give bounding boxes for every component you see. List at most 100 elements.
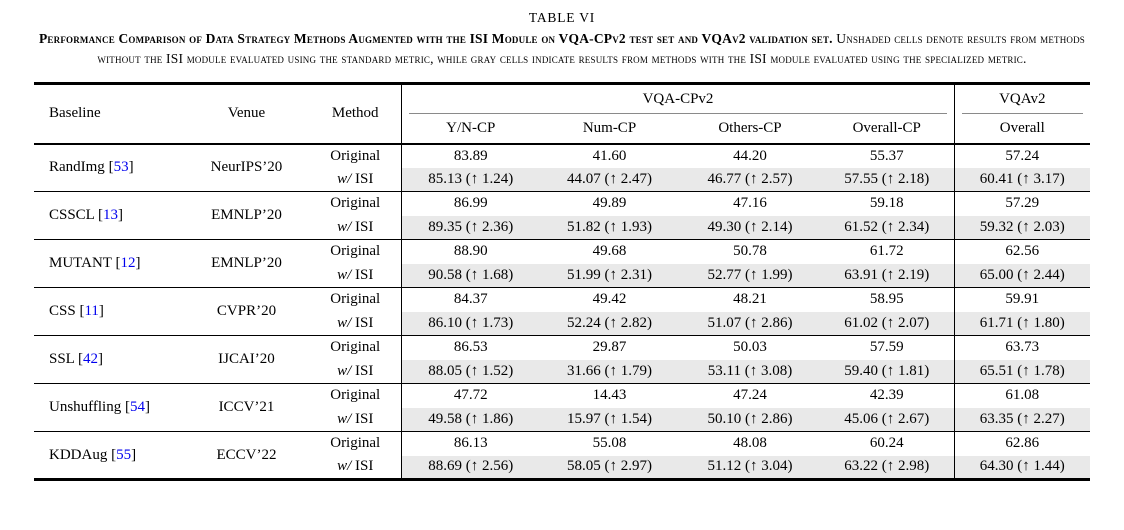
table-row-isi: w/ ISI 86.10 (↑ 1.73) 52.24 (↑ 2.82) 51.… <box>34 311 1091 336</box>
table-row-isi: w/ ISI 89.35 (↑ 2.36) 51.82 (↑ 1.93) 49.… <box>34 215 1091 240</box>
citation-bracket-close: ] <box>135 255 141 271</box>
metric-num-cp: 49.42 <box>592 291 627 308</box>
citation-link[interactable]: 54 <box>129 399 145 415</box>
metric-vqav2-overall-isi: 60.41 (↑ 3.17) <box>953 167 1091 192</box>
metric-others-cp-isi: 52.77 (↑ 1.99) <box>679 263 820 288</box>
baseline-name: CSS <box>48 303 76 319</box>
metric-others-cp-isi: 53.11 (↑ 3.08) <box>679 359 820 384</box>
metric-yn-cp: 83.89 <box>401 143 539 168</box>
citation-bracket-open: [ <box>98 207 104 223</box>
metric-others-cp-isi: 51.12 (↑ 3.04) <box>679 455 820 480</box>
citation-bracket-close: ] <box>98 303 104 319</box>
method-cell-isi: w/ ISI <box>309 168 402 192</box>
metric-yn-cp-isi: 86.10 (↑ 1.73) <box>401 311 539 336</box>
citation-link[interactable]: 42 <box>83 351 99 367</box>
metric-yn-cp: 86.13 <box>401 431 539 456</box>
citation: [12] <box>115 255 140 271</box>
citation: [13] <box>98 207 123 223</box>
citation-bracket-open: [ <box>78 351 84 367</box>
table-row-isi: w/ ISI 90.58 (↑ 1.68) 51.99 (↑ 2.31) 52.… <box>34 263 1091 288</box>
metric-yn-cp-isi: 89.35 (↑ 2.36) <box>401 215 539 240</box>
metric-vqav2-overall-isi: 65.51 (↑ 1.78) <box>953 359 1091 384</box>
method-isi-prefix: w/ <box>337 218 352 235</box>
metric-yn-cp: 84.37 <box>401 287 539 312</box>
method-cell-isi: w/ ISI <box>309 360 402 384</box>
metric-others-cp-isi: 46.77 (↑ 2.57) <box>679 167 820 192</box>
metric-vqav2-overall: 62.56 <box>953 239 1091 264</box>
method-cell-original: Original <box>330 291 381 308</box>
venue-cell: NeurIPS’20 <box>210 159 283 176</box>
metric-overall-cp-isi: 57.55 (↑ 2.18) <box>819 167 955 192</box>
col-header-yn-cp: Y/N-CP <box>401 113 539 144</box>
metric-others-cp: 47.16 <box>733 195 767 212</box>
method-cell-isi: w/ ISI <box>309 408 402 432</box>
metric-others-cp-isi: 51.07 (↑ 2.86) <box>679 311 820 336</box>
baseline-group-css: CSS [11] CVPR’20 Original 84.37 49.42 48… <box>33 287 1091 336</box>
metric-yn-cp-isi: 88.69 (↑ 2.56) <box>401 455 539 480</box>
col-header-others-cp: Others-CP <box>718 119 782 136</box>
metric-num-cp: 29.87 <box>592 339 627 356</box>
metric-num-cp-isi: 58.05 (↑ 2.97) <box>538 455 680 480</box>
metric-yn-cp-isi: 88.05 (↑ 1.52) <box>401 359 539 384</box>
citation-link[interactable]: 11 <box>84 303 99 319</box>
metric-vqav2-overall: 62.86 <box>953 431 1091 456</box>
venue-cell: CVPR’20 <box>216 303 277 319</box>
citation-bracket-close: ] <box>98 351 104 367</box>
venue-cell: ECCV’22 <box>216 446 277 463</box>
metric-others-cp: 48.21 <box>733 291 767 308</box>
metric-others-cp: 50.78 <box>733 243 767 260</box>
caption-bold-part: Performance Comparison of Data Strategy … <box>38 31 833 46</box>
caption-regular-part: Unshaded cells denote results from metho… <box>97 31 1086 66</box>
col-header-venue: Venue <box>227 105 266 122</box>
col-header-overall-cp: Overall-CP <box>852 119 921 136</box>
header-row-groups: Baseline Venue Method VQA-CPv2 VQAv2 <box>34 83 1091 121</box>
baseline-name: CSSCL <box>48 207 95 223</box>
method-isi-prefix: w/ <box>337 266 352 283</box>
citation-link[interactable]: 55 <box>116 446 132 463</box>
metric-num-cp-isi: 51.82 (↑ 1.93) <box>538 215 680 240</box>
citation: [11] <box>79 303 103 319</box>
metric-overall-cp-isi: 61.02 (↑ 2.07) <box>819 311 955 336</box>
method-cell-original: Original <box>330 147 381 164</box>
baseline-cell: CSS [11] <box>34 288 184 336</box>
metric-others-cp: 50.03 <box>733 339 767 356</box>
metric-num-cp: 55.08 <box>592 435 627 452</box>
col-group-vqacpv2: VQA-CPv2 <box>401 83 955 114</box>
table-number-title: TABLE VI <box>528 10 596 25</box>
table-row-original: Unshuffling [54] ICCV’21 Original 47.72 … <box>34 383 1091 415</box>
table-row-isi: w/ ISI 85.13 (↑ 1.24) 44.07 (↑ 2.47) 46.… <box>34 167 1091 192</box>
baseline-group-kddaug: KDDAug [55] ECCV’22 Original 86.13 55.08… <box>33 431 1091 480</box>
method-cell-isi: w/ ISI <box>309 456 402 480</box>
metric-vqav2-overall-isi: 63.35 (↑ 2.27) <box>953 407 1091 432</box>
venue-cell: EMNLP’20 <box>211 207 282 223</box>
metric-num-cp: 14.43 <box>592 387 627 404</box>
method-cell-isi: w/ ISI <box>309 216 402 240</box>
baseline-cell: KDDAug [55] <box>34 432 184 480</box>
metric-overall-cp: 55.37 <box>869 147 904 164</box>
table-row-isi: w/ ISI 88.69 (↑ 2.56) 58.05 (↑ 2.97) 51.… <box>34 455 1091 480</box>
citation-link[interactable]: 13 <box>103 207 119 223</box>
method-isi-suffix: ISI <box>355 314 374 331</box>
citation-bracket-close: ] <box>131 446 137 463</box>
venue-cell: IJCAI’20 <box>218 351 275 367</box>
citation-link[interactable]: 12 <box>120 255 136 271</box>
metric-yn-cp: 47.72 <box>401 383 539 408</box>
metric-vqav2-overall-isi: 64.30 (↑ 1.44) <box>953 455 1091 480</box>
citation-bracket-open: [ <box>124 399 130 415</box>
metric-vqav2-overall: 57.24 <box>953 143 1091 168</box>
method-isi-suffix: ISI <box>355 218 374 235</box>
metric-num-cp-isi: 52.24 (↑ 2.82) <box>538 311 680 336</box>
metric-num-cp: 49.89 <box>592 195 627 212</box>
method-cell-isi: w/ ISI <box>309 264 402 288</box>
metric-overall-cp: 58.95 <box>869 291 904 308</box>
baseline-group-ssl: SSL [42] IJCAI’20 Original 86.53 29.87 5… <box>33 335 1091 384</box>
metric-num-cp: 41.60 <box>592 147 627 164</box>
method-cell-original: Original <box>330 387 381 404</box>
citation-bracket-open: [ <box>79 303 85 319</box>
method-isi-prefix: w/ <box>337 362 352 379</box>
col-header-baseline: Baseline <box>48 105 101 122</box>
venue-cell: EMNLP’20 <box>211 255 282 271</box>
metric-overall-cp: 60.24 <box>869 435 904 452</box>
citation-link[interactable]: 53 <box>113 159 129 176</box>
col-header-num-cp: Num-CP <box>582 119 637 136</box>
